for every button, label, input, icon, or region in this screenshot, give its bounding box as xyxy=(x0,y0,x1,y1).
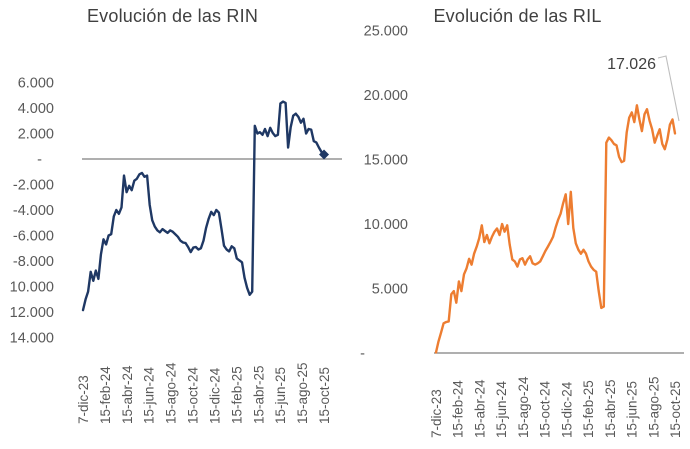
x-axis-tick-label: 15-feb-25 xyxy=(229,366,244,424)
y-axis-tick-label: -6.000 xyxy=(13,229,54,245)
y-axis-tick-label: 14.000 xyxy=(10,331,54,347)
x-axis-tick-label: 15-dic-24 xyxy=(559,381,574,438)
x-axis-tick-label: 15-ago-24 xyxy=(516,376,531,438)
y-axis-tick-label: 5.000 xyxy=(372,282,408,298)
x-axis-tick-label: 7-dic-23 xyxy=(429,389,444,438)
y-axis-tick-label: - xyxy=(360,346,365,362)
y-axis-tick-label: 25.000 xyxy=(364,24,408,40)
ril-series-line xyxy=(434,104,677,354)
x-axis-tick-label: 15-ago-25 xyxy=(295,362,310,424)
y-axis-tick-label: 4.000 xyxy=(18,101,54,117)
x-axis-tick-label: 15-abr-25 xyxy=(603,379,618,438)
x-axis-tick-label: 15-ago-24 xyxy=(164,362,179,424)
x-axis-tick-label: 15-oct-24 xyxy=(538,380,553,438)
y-axis-tick-label: 15.000 xyxy=(364,153,408,169)
rin-chart-title: Evolución de las RIN xyxy=(86,6,259,26)
x-axis-tick-label: 15-oct-24 xyxy=(186,366,201,424)
y-axis-tick-label: -8.000 xyxy=(13,254,54,270)
x-axis-tick-label: 15-abr-25 xyxy=(251,365,266,424)
x-axis-tick-label: 15-ago-25 xyxy=(646,376,661,438)
x-axis-tick-label: 15-abr-24 xyxy=(472,379,487,438)
y-axis-tick-label: 6.000 xyxy=(18,76,54,92)
x-axis-tick-label: 15-feb-25 xyxy=(581,380,596,438)
y-axis-tick-label: 12.000 xyxy=(10,305,54,321)
y-axis-tick-label: - xyxy=(37,152,42,168)
x-axis-tick-label: 15-dic-24 xyxy=(207,367,222,424)
y-axis-tick-label: 2.000 xyxy=(18,127,54,143)
rin-series-line xyxy=(81,100,326,312)
y-axis-tick-label: -4.000 xyxy=(13,203,54,219)
x-axis-tick-label: 15-feb-24 xyxy=(451,380,466,438)
end-value-annotation: 17.026 xyxy=(607,56,656,73)
y-axis-tick-label: 10.000 xyxy=(10,280,54,296)
annotation-leader-line xyxy=(657,55,680,122)
y-axis-tick-label: -2.000 xyxy=(13,178,54,194)
x-axis-tick-label: 15-abr-24 xyxy=(120,365,135,424)
x-axis-tick-label: 7-dic-23 xyxy=(76,375,91,424)
x-axis-tick-label: 15-jun-25 xyxy=(625,381,640,438)
ril-chart-title: Evolución de las RIL xyxy=(433,6,602,26)
x-axis-tick-label: 15-jun-24 xyxy=(494,380,509,438)
x-axis-tick-label: 15-jun-24 xyxy=(142,366,157,424)
x-axis-tick-label: 15-feb-24 xyxy=(98,366,113,424)
x-axis-tick-label: 15-jun-25 xyxy=(273,367,288,424)
x-axis-tick-label: 15-oct-25 xyxy=(317,367,332,424)
y-axis-tick-label: 10.000 xyxy=(364,217,408,233)
x-axis-tick-label: 15-oct-25 xyxy=(668,381,683,438)
y-axis-tick-label: 20.000 xyxy=(364,88,408,104)
series-end-diamond-marker xyxy=(319,149,330,160)
